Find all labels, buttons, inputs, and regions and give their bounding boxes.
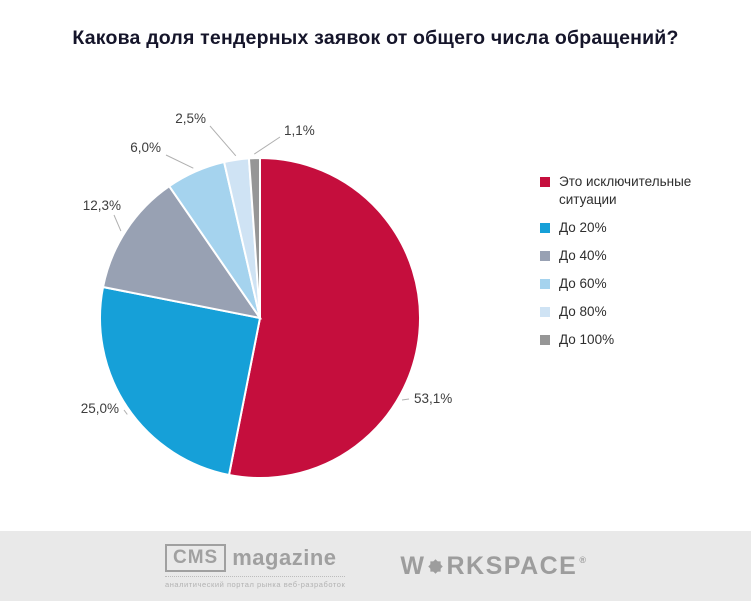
slice-value-label: 12,3% [83, 198, 121, 213]
legend-swatch [540, 307, 550, 317]
legend: Это исключительные ситуации До 20% До 40… [540, 173, 730, 349]
legend-swatch [540, 251, 550, 261]
legend-item: До 40% [540, 247, 730, 265]
legend-item: Это исключительные ситуации [540, 173, 730, 209]
leader-line [401, 398, 410, 401]
legend-label: До 40% [559, 248, 607, 263]
workspace-star-icon [426, 557, 445, 576]
cms-logo-box: CMS [165, 543, 227, 572]
slice-value-label: 1,1% [284, 123, 315, 138]
legend-label: До 80% [559, 304, 607, 319]
footer: CMS magazine аналитический портал рынка … [0, 531, 751, 601]
workspace-logo-text-post: RKSPACE [446, 551, 578, 580]
legend-label: До 60% [559, 276, 607, 291]
pie-slice-2 [101, 184, 263, 320]
pie-slice-5 [247, 156, 261, 319]
legend-label: До 100% [559, 332, 615, 347]
registered-mark: ® [579, 554, 586, 565]
legend-swatch [540, 177, 550, 187]
leader-line [209, 125, 237, 157]
legend-label: Это исключительные ситуации [559, 174, 692, 207]
legend-swatch [540, 335, 550, 345]
cms-logo-name: magazine [232, 544, 337, 570]
legend-item: До 20% [540, 219, 730, 237]
leader-line [165, 154, 194, 169]
pie-slice-1 [99, 285, 262, 477]
legend-item: До 100% [540, 331, 730, 349]
legend-swatch [540, 223, 550, 233]
slice-value-label: 2,5% [175, 111, 206, 126]
legend-label: До 20% [559, 220, 607, 235]
legend-swatch [540, 279, 550, 289]
legend-item: До 80% [540, 303, 730, 321]
slice-value-label: 53,1% [414, 391, 452, 406]
chart-title: Какова доля тендерных заявок от общего ч… [72, 27, 679, 49]
legend-item: До 60% [540, 275, 730, 293]
leader-line [123, 409, 128, 415]
cms-logo-top: CMS magazine [165, 543, 345, 572]
cms-magazine-logo: CMS magazine аналитический портал рынка … [165, 543, 346, 589]
slice-value-label: 25,0% [81, 401, 119, 416]
leader-line [254, 136, 281, 155]
workspace-logo: W RKSPACE ® [400, 552, 586, 581]
workspace-logo-text-pre: W [400, 551, 426, 580]
leader-line [113, 214, 122, 232]
cms-logo-tagline: аналитический портал рынка веб-разработо… [165, 575, 346, 589]
pie-slice-0 [227, 156, 422, 479]
slice-value-label: 6,0% [130, 140, 161, 155]
